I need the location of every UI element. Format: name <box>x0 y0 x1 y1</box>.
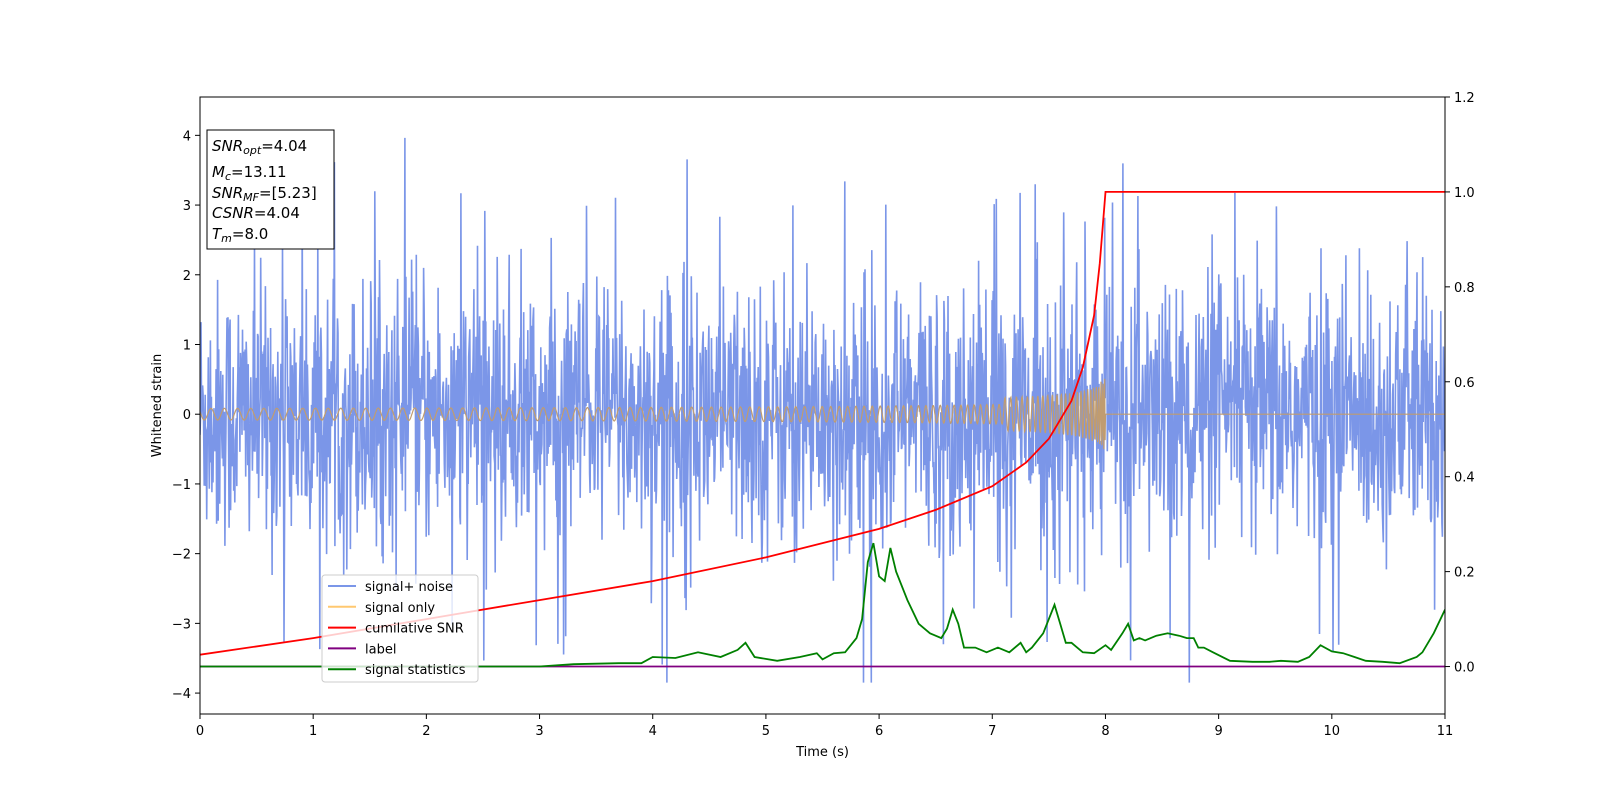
series-signal-statistics <box>200 542 1445 668</box>
legend-signal-noise: signal+ noise <box>365 580 453 595</box>
x-tick-label: 5 <box>762 724 770 739</box>
y-tick-right-label: 0.0 <box>1454 661 1475 676</box>
y-axis-label: Whitened strain <box>150 354 165 457</box>
annotation-snr-mf: SNRMF=[5.23] <box>212 184 317 204</box>
legend-cumulative-snr: cumilative SNR <box>365 622 464 637</box>
series-cumulative-snr <box>200 191 1445 656</box>
legend: signal+ noise signal only cumilative SNR la… <box>321 574 479 683</box>
annotation-csnr: CSNR=4.04 <box>212 204 300 222</box>
y-tick-left-label: 0 <box>183 408 191 423</box>
x-tick-label: 11 <box>1437 724 1454 739</box>
x-tick-label: 8 <box>1101 724 1109 739</box>
y-tick-left-label: −1 <box>172 478 191 493</box>
y-tick-left-label: 3 <box>183 199 191 214</box>
y-tick-right-label: 0.6 <box>1454 376 1475 391</box>
annotation-snr-opt: SNRopt=4.04 <box>212 137 307 157</box>
annotation-tm: Tm=8.0 <box>212 225 268 245</box>
y-tick-left-label: 1 <box>183 338 191 353</box>
plot-frame <box>199 96 1446 715</box>
annotation-mc: Mc=13.11 <box>212 163 287 183</box>
annotation-box: SNRopt=4.04 Mc=13.11SNRMF=[5.23]CSNR=4.04… <box>206 129 335 250</box>
series-signal-noise <box>200 137 1445 683</box>
y-tick-right-label: 0.2 <box>1454 566 1475 581</box>
x-tick-label: 4 <box>649 724 657 739</box>
y-tick-left-label: 4 <box>183 129 191 144</box>
y-tick-left-label: −3 <box>172 617 191 632</box>
x-tick-label: 0 <box>196 724 204 739</box>
y-tick-right-label: 1.0 <box>1454 186 1475 201</box>
y-tick-left-label: −4 <box>172 687 191 702</box>
y-tick-left-label: 2 <box>183 269 191 284</box>
x-axis-label: Time (s) <box>795 745 849 760</box>
legend-signal-only: signal only <box>365 601 435 616</box>
legend-frame <box>321 574 479 683</box>
y-tick-left-label: −2 <box>172 548 191 563</box>
x-tick-label: 2 <box>422 724 430 739</box>
y-tick-right-label: 0.4 <box>1454 471 1475 486</box>
annotation-frame <box>206 129 335 250</box>
x-tick-label: 3 <box>535 724 543 739</box>
y-tick-right-label: 0.8 <box>1454 281 1475 296</box>
x-tick-label: 6 <box>875 724 883 739</box>
x-tick-label: 10 <box>1324 724 1341 739</box>
x-tick-label: 1 <box>309 724 317 739</box>
x-tick-label: 9 <box>1214 724 1222 739</box>
legend-signal-statistics: signal statistics <box>365 663 466 678</box>
series-signal-only <box>200 378 1445 450</box>
axes: 0 1 2 3 4 5 6 7 8 9 10 11 −4 −3 −2 −1 0 1 2 3 4 0.0 0.2 0.4 0.6 0… <box>172 91 1475 739</box>
x-tick-label: 7 <box>988 724 996 739</box>
y-tick-right-label: 1.2 <box>1454 91 1475 106</box>
legend-label: label <box>365 642 396 657</box>
